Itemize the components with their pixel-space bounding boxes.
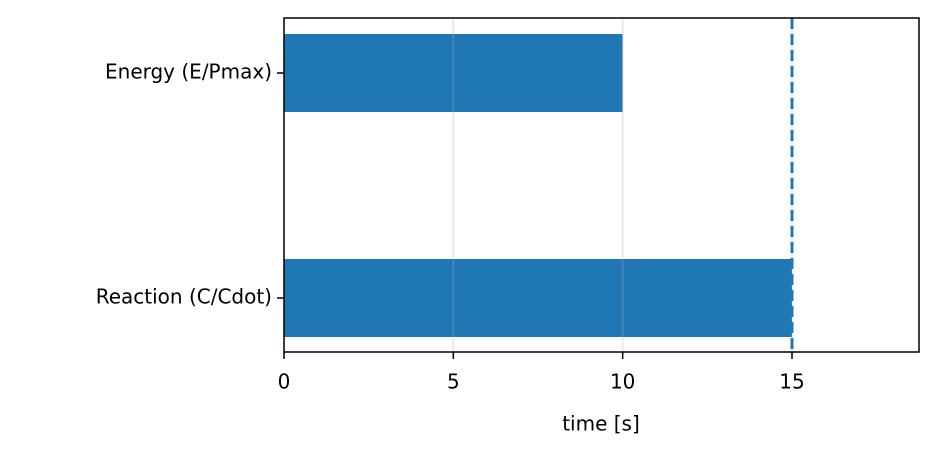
bar — [284, 259, 792, 337]
y-tick-label: Energy (E/Pmax) — [105, 60, 272, 84]
plot-frame — [283, 17, 920, 353]
x-tick-label: 5 — [447, 370, 460, 394]
y-tick-label: Reaction (C/Cdot) — [96, 285, 272, 309]
x-tick-label: 15 — [779, 370, 804, 394]
x-axis-label: time [s] — [562, 412, 640, 436]
x-tick-label: 10 — [610, 370, 635, 394]
bar — [284, 34, 623, 112]
x-tick-label: 0 — [278, 370, 291, 394]
